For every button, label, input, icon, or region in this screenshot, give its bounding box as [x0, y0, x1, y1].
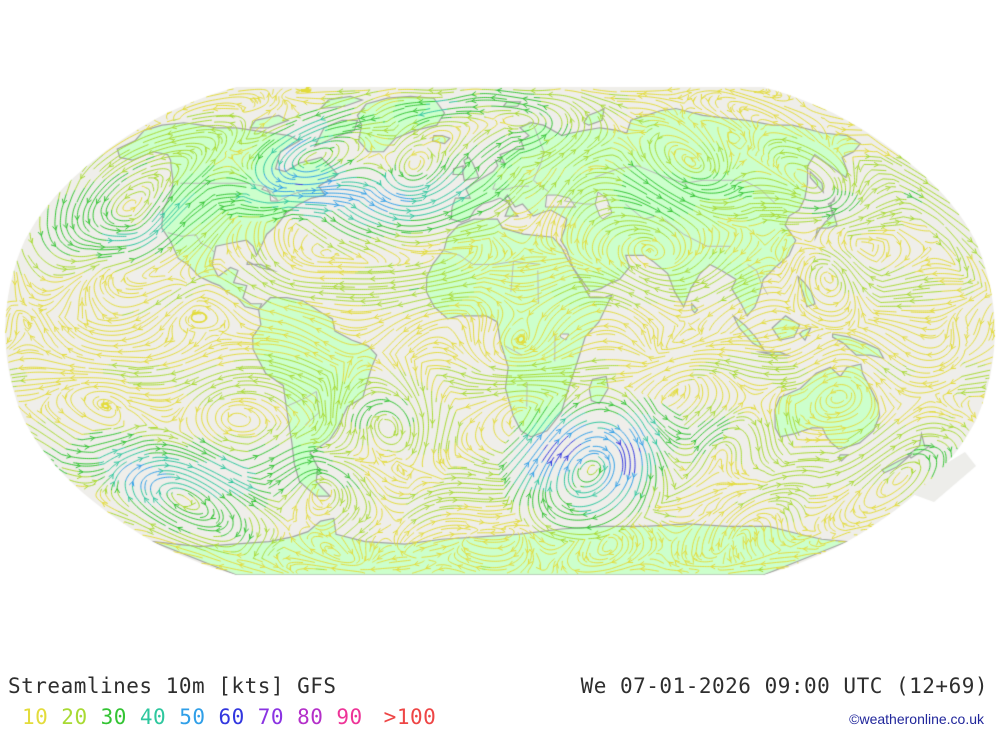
legend-value-80: 80	[297, 705, 324, 729]
legend-value-10: 10	[22, 705, 49, 729]
legend-value-gt100: >100	[383, 705, 437, 729]
map-footer-line: Streamlines 10m [kts] GFS We 07-01-2026 …	[8, 674, 988, 698]
wind-streamline-world-map	[0, 0, 1000, 660]
legend-value-90: 90	[336, 705, 363, 729]
valid-time-label: We 07-01-2026 09:00 UTC (12+69)	[580, 674, 988, 698]
legend-value-60: 60	[218, 705, 245, 729]
copyright-link[interactable]: ©weatheronline.co.uk	[849, 711, 984, 727]
legend-value-40: 40	[139, 705, 167, 729]
legend-value-50: 50	[179, 705, 206, 729]
legend-value-70: 70	[257, 705, 285, 729]
wind-speed-legend: 10 20 30 40 50 60 70 80 90 >100	[22, 705, 449, 729]
map-title: Streamlines 10m [kts] GFS	[8, 674, 337, 698]
legend-value-20: 20	[61, 705, 88, 729]
legend-value-30: 30	[100, 705, 127, 729]
